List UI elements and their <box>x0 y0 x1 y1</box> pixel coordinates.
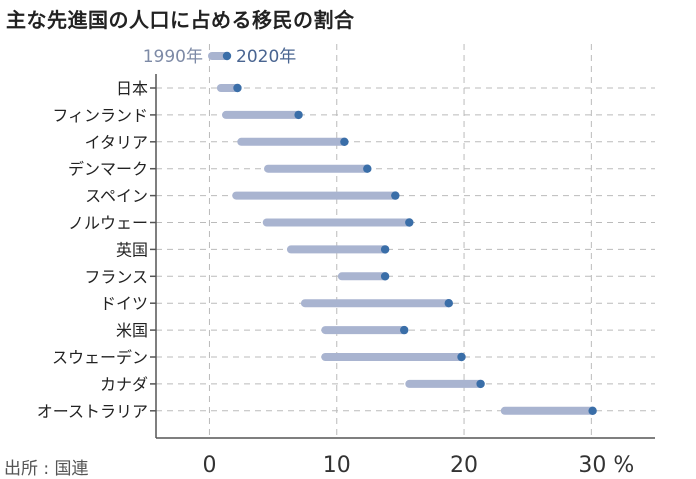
dot-2020 <box>380 272 390 281</box>
dot-2020 <box>363 164 372 173</box>
dot-2020 <box>233 83 242 93</box>
dot-2020 <box>405 218 414 227</box>
category-label: イタリア <box>85 133 148 152</box>
legend-label-1990: 1990年 <box>143 47 203 67</box>
dot-2020 <box>444 299 453 308</box>
dot-2020 <box>476 379 485 389</box>
dot-2020 <box>457 352 466 362</box>
category-label: スウェーデン <box>52 348 148 367</box>
legend-label-2020: 2020年 <box>236 47 296 67</box>
category-label: 英国 <box>116 240 148 259</box>
chart-title: 主な先進国の人口に占める移民の割合 <box>6 8 355 32</box>
category-label: フランス <box>84 267 148 286</box>
x-tick-label: 30 % <box>578 453 634 478</box>
dot-2020 <box>340 137 349 146</box>
category-label: ドイツ <box>100 294 148 313</box>
dot-2020 <box>294 110 303 120</box>
dot-2020 <box>588 406 597 415</box>
dot-2020 <box>400 325 409 335</box>
category-label: カナダ <box>100 375 148 394</box>
category-label: ノルウェー <box>68 214 148 233</box>
category-label: スペイン <box>85 187 148 206</box>
source-note: 出所 : 国連 <box>4 459 89 479</box>
legend-swatch-dot <box>222 51 232 61</box>
dot-2020 <box>391 191 400 200</box>
category-label: 米国 <box>116 321 148 340</box>
category-label: オーストラリア <box>37 402 148 421</box>
category-label: フィンランド <box>52 106 148 125</box>
x-tick-label: 20 <box>450 453 478 478</box>
category-label: 日本 <box>116 79 148 98</box>
x-tick-label: 10 <box>323 453 351 478</box>
dot-2020 <box>380 245 390 254</box>
x-tick-label: 0 <box>202 453 216 478</box>
category-label: デンマーク <box>68 160 148 179</box>
